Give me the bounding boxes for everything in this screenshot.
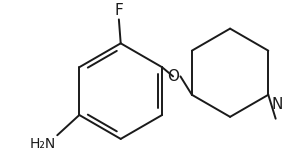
Text: H₂N: H₂N	[29, 137, 55, 151]
Text: O: O	[167, 69, 179, 84]
Text: N: N	[271, 97, 282, 112]
Text: F: F	[115, 3, 123, 18]
